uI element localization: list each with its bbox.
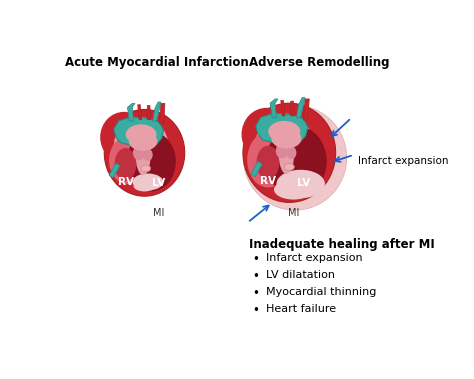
- Text: Infarct expansion: Infarct expansion: [357, 156, 448, 166]
- Ellipse shape: [143, 149, 153, 161]
- Ellipse shape: [268, 121, 301, 142]
- Polygon shape: [270, 99, 278, 117]
- Ellipse shape: [256, 113, 313, 174]
- Polygon shape: [296, 97, 305, 117]
- Polygon shape: [147, 105, 151, 120]
- Ellipse shape: [133, 174, 163, 190]
- Text: Acute Myocardial Infarction: Acute Myocardial Infarction: [65, 56, 249, 69]
- Polygon shape: [137, 105, 142, 120]
- Text: •: •: [252, 287, 259, 300]
- Ellipse shape: [109, 136, 145, 184]
- Ellipse shape: [283, 112, 322, 154]
- Ellipse shape: [284, 163, 294, 171]
- Ellipse shape: [276, 143, 289, 158]
- Ellipse shape: [243, 103, 336, 202]
- Text: •: •: [252, 270, 259, 283]
- Ellipse shape: [272, 129, 301, 149]
- Ellipse shape: [141, 165, 151, 172]
- Ellipse shape: [274, 180, 313, 199]
- Text: MI: MI: [288, 208, 300, 218]
- Text: •: •: [252, 254, 259, 266]
- Ellipse shape: [256, 146, 279, 180]
- Polygon shape: [256, 113, 308, 144]
- Text: MI: MI: [153, 208, 164, 218]
- Text: Inadequate healing after MI: Inadequate healing after MI: [249, 238, 435, 251]
- Ellipse shape: [134, 181, 155, 191]
- Polygon shape: [114, 117, 164, 147]
- Ellipse shape: [115, 148, 137, 181]
- Polygon shape: [281, 100, 285, 116]
- Polygon shape: [291, 101, 294, 116]
- Ellipse shape: [247, 132, 289, 188]
- Text: Myocardial thinning: Myocardial thinning: [266, 287, 376, 297]
- Ellipse shape: [136, 135, 151, 175]
- Text: LV dilatation: LV dilatation: [266, 270, 335, 280]
- Ellipse shape: [139, 116, 177, 156]
- Text: LV: LV: [152, 178, 165, 188]
- Ellipse shape: [243, 105, 346, 210]
- Ellipse shape: [242, 108, 292, 161]
- Ellipse shape: [100, 112, 148, 163]
- Ellipse shape: [279, 132, 294, 174]
- Polygon shape: [153, 102, 161, 121]
- Text: Heart failure: Heart failure: [266, 304, 336, 314]
- Text: RV: RV: [118, 177, 134, 187]
- Text: LV: LV: [297, 177, 310, 188]
- Ellipse shape: [133, 146, 145, 160]
- Text: •: •: [252, 304, 259, 317]
- Text: Adverse Remodelling: Adverse Remodelling: [249, 56, 390, 69]
- Polygon shape: [109, 163, 120, 178]
- Polygon shape: [160, 103, 165, 124]
- Ellipse shape: [104, 110, 185, 196]
- Ellipse shape: [129, 132, 157, 151]
- Text: Infarct expansion: Infarct expansion: [266, 254, 363, 263]
- Ellipse shape: [286, 146, 296, 159]
- Ellipse shape: [126, 124, 156, 145]
- Ellipse shape: [114, 117, 168, 175]
- Ellipse shape: [276, 170, 325, 198]
- Ellipse shape: [127, 132, 176, 191]
- Polygon shape: [251, 161, 262, 177]
- Text: RV: RV: [260, 176, 276, 186]
- Ellipse shape: [266, 126, 327, 197]
- Polygon shape: [303, 99, 309, 120]
- Polygon shape: [128, 103, 135, 121]
